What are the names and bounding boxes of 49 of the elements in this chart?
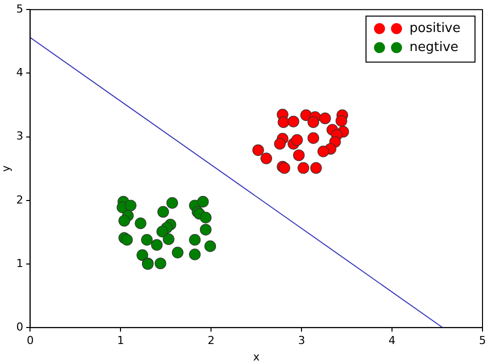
point: [200, 224, 212, 236]
point: [308, 116, 320, 128]
point: [156, 226, 168, 238]
point: [274, 138, 286, 150]
point: [317, 146, 330, 158]
y-tick-label: 3: [16, 130, 24, 143]
y-tick-label: 5: [16, 2, 24, 16]
point: [151, 239, 163, 251]
legend-label: positive: [410, 20, 461, 36]
point: [278, 116, 290, 128]
point: [162, 233, 174, 245]
point: [204, 240, 216, 252]
y-tick-label: 2: [16, 193, 24, 206]
y-tick-label: 4: [16, 66, 24, 80]
x-tick-label: 5: [479, 334, 486, 348]
point: [310, 162, 322, 174]
x-axis-title: x: [253, 350, 260, 364]
y-tick-label: 0: [16, 320, 24, 334]
point: [121, 234, 133, 246]
y-axis-title: y: [0, 164, 12, 172]
legend-label: negtive: [410, 40, 458, 55]
point: [157, 206, 169, 218]
x-tick-label: 3: [298, 334, 306, 348]
point: [319, 112, 331, 124]
point: [118, 214, 130, 227]
point: [288, 116, 300, 128]
x-tick-label: 1: [117, 334, 124, 348]
point: [252, 144, 264, 156]
point: [293, 149, 305, 162]
point: [336, 115, 348, 127]
point: [136, 249, 148, 261]
x-tick-label: 0: [26, 334, 34, 348]
point: [154, 258, 166, 270]
point: [134, 217, 146, 230]
point: [141, 234, 153, 246]
x-tick-label: 2: [208, 334, 215, 348]
point: [124, 200, 136, 212]
point: [172, 246, 184, 258]
point: [291, 134, 303, 146]
x-tick-label: 4: [388, 334, 396, 348]
point: [260, 152, 272, 164]
point: [298, 162, 310, 174]
point: [189, 234, 201, 246]
point: [189, 248, 201, 260]
y-tick-label: 1: [16, 256, 24, 270]
point: [200, 212, 212, 224]
point: [166, 197, 178, 209]
point: [197, 196, 209, 208]
point: [308, 132, 320, 144]
